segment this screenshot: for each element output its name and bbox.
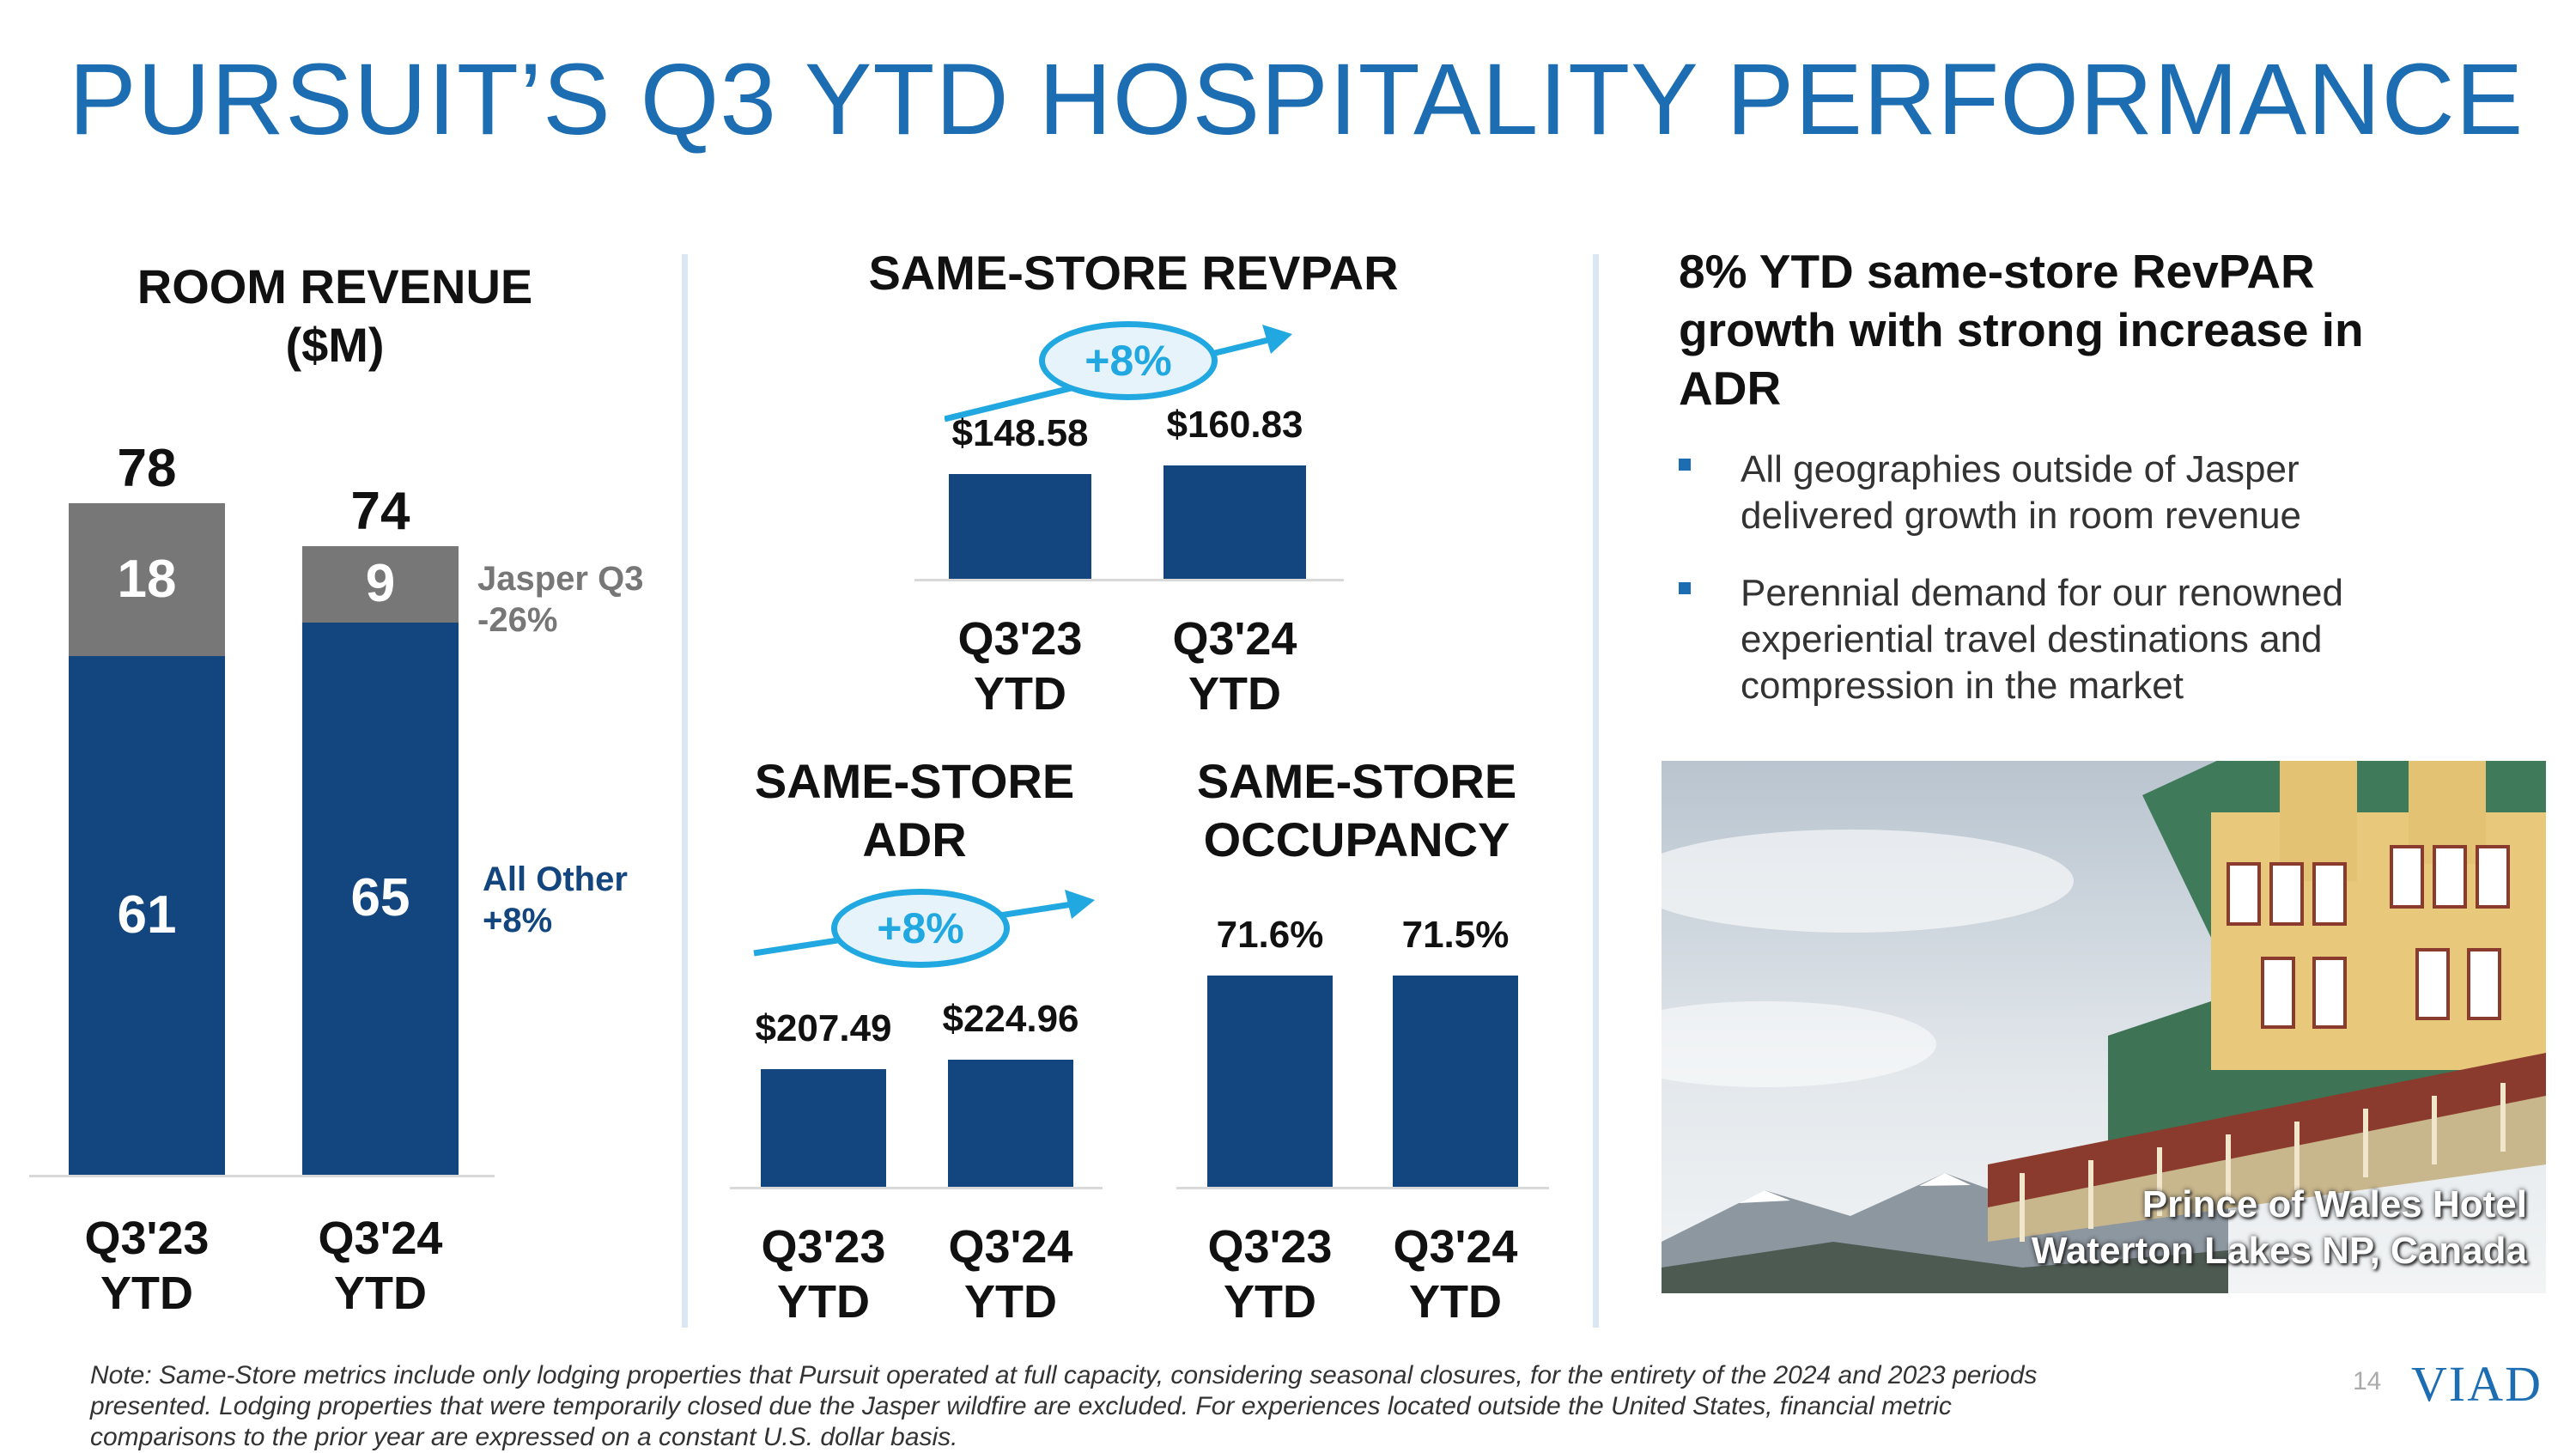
hotel-photo: Prince of Wales Hotel Waterton Lakes NP,…	[1662, 761, 2546, 1293]
category-label-line: Q3'24	[1172, 613, 1297, 665]
category-label: Q3'23 YTD	[917, 611, 1123, 721]
data-label: $160.83	[1166, 404, 1303, 446]
total-label: 78	[117, 439, 177, 499]
category-label: Q3'24 YTD	[252, 1211, 509, 1321]
bullet-2-line1: Perennial demand for our renowned	[1741, 572, 2344, 614]
key-takeaway-line2: growth with strong increase in	[1679, 303, 2364, 356]
occupancy-title-line2: OCCUPANCY	[1203, 812, 1510, 866]
all-other-annotation: All Other +8%	[483, 859, 628, 941]
bar	[1207, 976, 1333, 1187]
photo-caption-line1: Prince of Wales Hotel	[2142, 1183, 2527, 1225]
category-label-line: Q3'24	[318, 1213, 443, 1264]
category-label: Q3'23 YTD	[1167, 1219, 1373, 1329]
bullet-item: All geographies outside of Jasper delive…	[1679, 447, 2520, 550]
category-label-line: Q3'23	[957, 613, 1083, 665]
category-label-line: YTD	[100, 1268, 193, 1319]
bar-segment-jasper-q3	[302, 545, 459, 623]
bullet-square-icon	[1679, 459, 1691, 471]
photo-caption-line2: Waterton Lakes NP, Canada	[2031, 1230, 2527, 1272]
segment-label: 61	[117, 885, 177, 945]
page-number: 14	[2353, 1367, 2382, 1395]
key-takeaway-heading: 8% YTD same-store RevPAR growth with str…	[1679, 242, 2537, 417]
bullet-2-line3: compression in the market	[1741, 665, 2184, 707]
footnote-line1: Note: Same-Store metrics include only lo…	[90, 1361, 2038, 1389]
x-axis	[29, 1175, 495, 1177]
revpar-growth-pill: +8%	[1039, 321, 1218, 400]
category-label-line: Q3'23	[1207, 1221, 1333, 1273]
category-label-line: Q3'23	[84, 1213, 210, 1264]
occupancy-title: SAME-STORE OCCUPANCY	[1159, 752, 1554, 869]
all-other-annotation-line1: All Other	[483, 860, 628, 898]
room-revenue-title-line2: ($M)	[285, 318, 385, 372]
data-label: 71.6%	[1216, 914, 1324, 956]
bullet-1-line1: All geographies outside of Jasper	[1741, 448, 2300, 490]
category-label: Q3'24 YTD	[1352, 1219, 1558, 1329]
room-revenue-title: ROOM REVENUE ($M)	[82, 258, 588, 374]
bar-segment-all-other	[69, 656, 225, 1175]
hotel-illustration	[1662, 761, 2546, 1293]
bullet-square-icon	[1679, 582, 1691, 594]
occupancy-title-line1: SAME-STORE	[1196, 754, 1517, 808]
jasper-annotation-line2: -26%	[477, 601, 558, 639]
footnote-line3: comparisons to the prior year are expres…	[90, 1423, 958, 1451]
divider-right	[1593, 254, 1599, 1328]
adr-title-line1: SAME-STORE	[754, 754, 1075, 808]
category-label-line: YTD	[964, 1276, 1057, 1328]
category-label-line: YTD	[1409, 1276, 1502, 1328]
category-label-line: Q3'24	[1393, 1221, 1518, 1273]
data-label: $207.49	[755, 1007, 892, 1050]
segment-label: 9	[365, 554, 396, 614]
room-revenue-title-line1: ROOM REVENUE	[137, 259, 533, 313]
category-label-line: Q3'23	[761, 1221, 886, 1273]
category-label: Q3'24 YTD	[908, 1219, 1114, 1329]
bar	[1393, 976, 1518, 1187]
bullet-1-line2: delivered growth in room revenue	[1741, 495, 2302, 537]
category-label-line: YTD	[334, 1268, 427, 1319]
photo-caption: Prince of Wales Hotel Waterton Lakes NP,…	[2032, 1182, 2546, 1274]
bar	[948, 1060, 1073, 1187]
bar	[949, 474, 1091, 579]
adr-title: SAME-STORE ADR	[717, 752, 1112, 869]
footnote: Note: Same-Store metrics include only lo…	[90, 1360, 2254, 1453]
category-label-line: YTD	[777, 1276, 870, 1328]
key-takeaway-line1: 8% YTD same-store RevPAR	[1679, 245, 2315, 298]
bullet-item: Perennial demand for our renowned experi…	[1679, 570, 2520, 716]
footnote-line2: presented. Lodging properties that were …	[90, 1392, 1952, 1420]
x-axis	[1176, 1187, 1549, 1189]
category-label: Q3'23 YTD	[18, 1211, 276, 1321]
total-label: 74	[350, 481, 410, 541]
bar	[761, 1069, 886, 1187]
data-label: $224.96	[942, 998, 1079, 1040]
category-label: Q3'24 YTD	[1132, 611, 1338, 721]
data-label: $148.58	[951, 412, 1089, 455]
adr-title-line2: ADR	[862, 812, 967, 866]
bar	[1163, 465, 1306, 579]
bullet-2-line2: experiential travel destinations and	[1741, 618, 2323, 660]
category-label-line: Q3'24	[948, 1221, 1073, 1273]
x-axis	[730, 1187, 1103, 1189]
x-axis	[914, 579, 1344, 581]
category-label-line: YTD	[1224, 1276, 1316, 1328]
segment-label: 65	[350, 868, 410, 928]
data-label: 71.5%	[1401, 914, 1510, 957]
bar-segment-jasper-q3	[69, 503, 225, 657]
category-label-line: YTD	[974, 668, 1066, 720]
all-other-annotation-line2: +8%	[483, 902, 553, 939]
key-takeaway-line3: ADR	[1679, 362, 1782, 415]
viad-logo: VIAD	[2411, 1356, 2543, 1412]
segment-label: 18	[117, 550, 177, 610]
revpar-title: SAME-STORE REVPAR	[868, 246, 1399, 300]
jasper-annotation: Jasper Q3 -26%	[477, 558, 643, 641]
jasper-annotation-line1: Jasper Q3	[477, 560, 644, 598]
divider-left	[682, 254, 688, 1328]
page-title: PURSUIT’S Q3 YTD HOSPITALITY PERFORMANCE	[69, 43, 2524, 156]
bar-segment-all-other	[302, 622, 459, 1175]
category-label-line: YTD	[1188, 668, 1281, 720]
adr-growth-pill: +8%	[831, 889, 1010, 968]
category-label: Q3'23 YTD	[720, 1219, 927, 1329]
